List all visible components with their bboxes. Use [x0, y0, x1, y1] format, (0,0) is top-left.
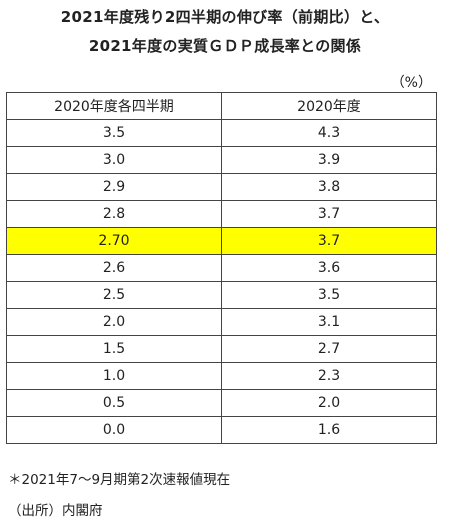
table-row: 3.5 4.3 — [6, 119, 437, 147]
annual-rate-cell: 3.9 — [221, 146, 437, 174]
annual-rate-cell: 4.3 — [221, 119, 437, 147]
header-quarterly: 2020年度各四半期 — [6, 92, 222, 120]
annual-rate-cell: 3.6 — [221, 254, 437, 282]
quarterly-rate-cell: 1.0 — [6, 362, 222, 390]
quarterly-rate-cell: 0.0 — [6, 416, 222, 444]
table-row: 1.0 2.3 — [6, 362, 437, 390]
annual-rate-cell: 2.0 — [221, 389, 437, 417]
quarterly-rate-cell: 2.6 — [6, 254, 222, 282]
quarterly-rate-cell: 2.5 — [6, 281, 222, 309]
annual-rate-cell: 2.7 — [221, 335, 437, 363]
growth-rate-table: 2020年度各四半期 2020年度 3.5 4.3 3.0 3.9 2.9 3.… — [6, 92, 437, 444]
annual-rate-cell: 3.5 — [221, 281, 437, 309]
quarterly-rate-cell: 0.5 — [6, 389, 222, 417]
annual-rate-cell: 1.6 — [221, 416, 437, 444]
unit-label: （%） — [390, 75, 432, 91]
table-row-highlighted: 2.70 3.7 — [6, 227, 437, 255]
annual-rate-cell: 3.7 — [221, 227, 437, 255]
quarterly-rate-cell: 2.0 — [6, 308, 222, 336]
annual-rate-cell: 3.8 — [221, 173, 437, 201]
header-annual: 2020年度 — [221, 92, 437, 120]
quarterly-rate-cell: 2.70 — [6, 227, 222, 255]
table-row: 1.5 2.7 — [6, 335, 437, 363]
table-header-row: 2020年度各四半期 2020年度 — [6, 92, 437, 120]
table-row: 2.5 3.5 — [6, 281, 437, 309]
table-row: 2.0 3.1 — [6, 308, 437, 336]
table-row: 3.0 3.9 — [6, 146, 437, 174]
table-row: 0.0 1.6 — [6, 416, 437, 444]
table-row: 2.9 3.8 — [6, 173, 437, 201]
title-line-1: 2021年度残り2四半期の伸び率（前期比）と、 — [60, 8, 390, 26]
annual-rate-cell: 3.1 — [221, 308, 437, 336]
table-row: 2.6 3.6 — [6, 254, 437, 282]
quarterly-rate-cell: 2.8 — [6, 200, 222, 228]
quarterly-rate-cell: 3.0 — [6, 146, 222, 174]
source-note: （出所）内閣府 — [8, 503, 103, 519]
table-row: 2.8 3.7 — [6, 200, 437, 228]
annual-rate-cell: 2.3 — [221, 362, 437, 390]
quarterly-rate-cell: 3.5 — [6, 119, 222, 147]
quarterly-rate-cell: 2.9 — [6, 173, 222, 201]
footnote: ＊2021年7～9月期第2次速報値現在 — [8, 472, 231, 488]
table-row: 0.5 2.0 — [6, 389, 437, 417]
title-line-2: 2021年度の実質ＧＤＰ成長率との関係 — [88, 37, 362, 55]
annual-rate-cell: 3.7 — [221, 200, 437, 228]
quarterly-rate-cell: 1.5 — [6, 335, 222, 363]
